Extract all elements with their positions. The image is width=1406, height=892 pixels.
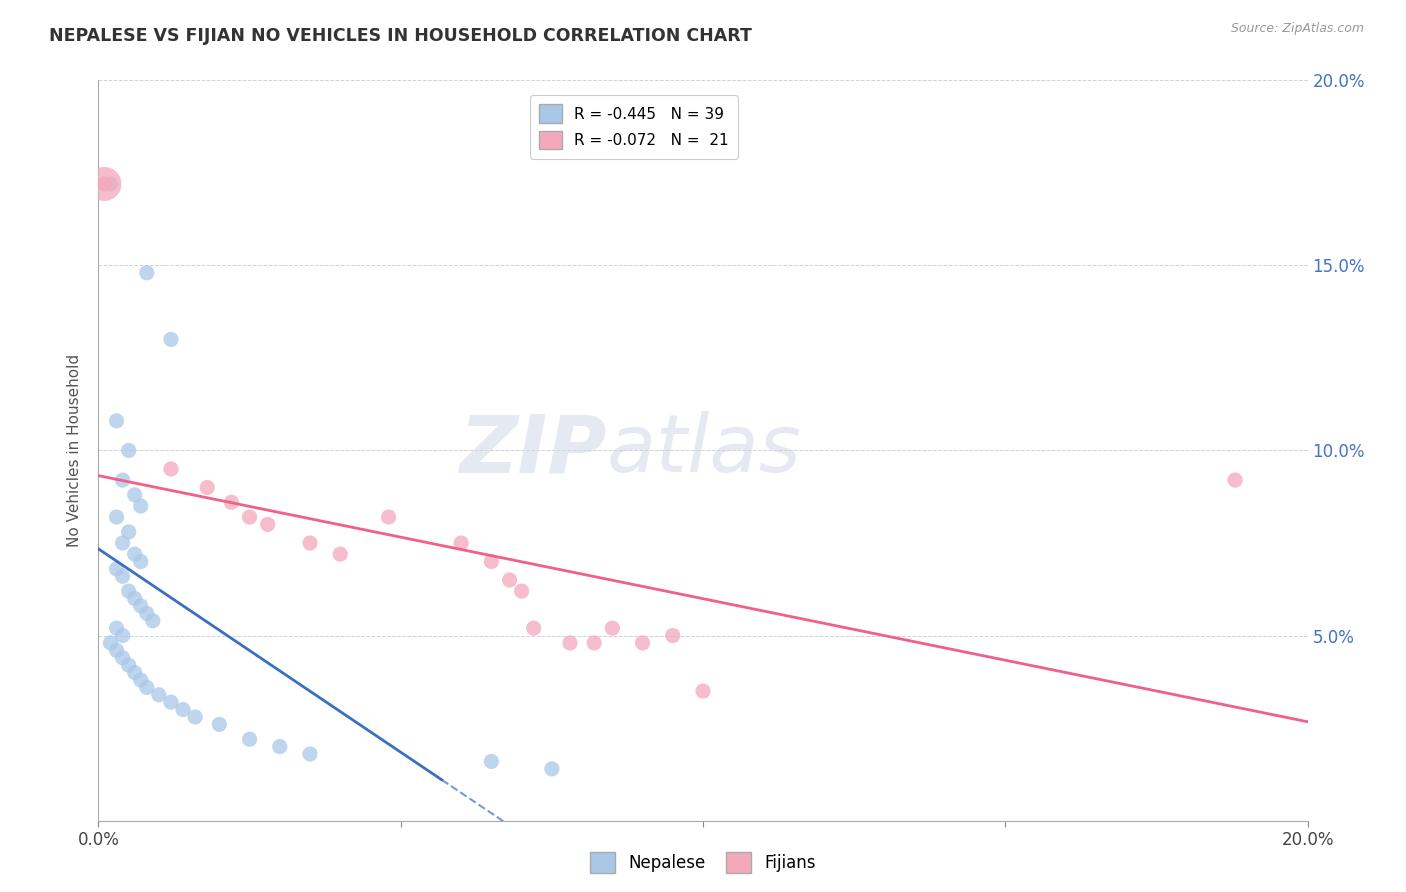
Point bbox=[160, 332, 183, 346]
Point bbox=[208, 717, 231, 731]
Point bbox=[105, 562, 128, 576]
Point bbox=[124, 591, 146, 606]
Point bbox=[105, 621, 128, 635]
Point bbox=[195, 481, 218, 495]
Y-axis label: No Vehicles in Household: No Vehicles in Household bbox=[67, 354, 83, 547]
Point bbox=[129, 599, 152, 613]
Point bbox=[118, 524, 141, 539]
Point bbox=[450, 536, 472, 550]
Point bbox=[135, 681, 157, 695]
Point bbox=[93, 177, 115, 191]
Point bbox=[100, 636, 122, 650]
Point bbox=[631, 636, 654, 650]
Point bbox=[256, 517, 278, 532]
Point bbox=[269, 739, 291, 754]
Point bbox=[124, 547, 146, 561]
Point bbox=[299, 747, 322, 761]
Point bbox=[118, 584, 141, 599]
Point bbox=[329, 547, 352, 561]
Point bbox=[299, 536, 322, 550]
Point bbox=[540, 762, 562, 776]
Point bbox=[124, 488, 146, 502]
Point bbox=[583, 636, 606, 650]
Point bbox=[1223, 473, 1246, 487]
Point bbox=[239, 510, 262, 524]
Legend: R = -0.445   N = 39, R = -0.072   N =  21: R = -0.445 N = 39, R = -0.072 N = 21 bbox=[530, 95, 738, 159]
Point bbox=[111, 473, 134, 487]
Point bbox=[510, 584, 533, 599]
Point bbox=[602, 621, 624, 635]
Point bbox=[129, 499, 152, 513]
Point bbox=[498, 573, 520, 587]
Point bbox=[692, 684, 714, 698]
Text: atlas: atlas bbox=[606, 411, 801, 490]
Point bbox=[118, 443, 141, 458]
Text: Source: ZipAtlas.com: Source: ZipAtlas.com bbox=[1230, 22, 1364, 36]
Text: ZIP: ZIP bbox=[458, 411, 606, 490]
Point bbox=[481, 554, 503, 569]
Point bbox=[111, 569, 134, 583]
Point bbox=[135, 266, 157, 280]
Point bbox=[100, 177, 122, 191]
Text: NEPALESE VS FIJIAN NO VEHICLES IN HOUSEHOLD CORRELATION CHART: NEPALESE VS FIJIAN NO VEHICLES IN HOUSEH… bbox=[49, 27, 752, 45]
Point bbox=[142, 614, 165, 628]
Point bbox=[129, 673, 152, 687]
Point bbox=[172, 703, 194, 717]
Point bbox=[105, 510, 128, 524]
Point bbox=[160, 695, 183, 709]
Point bbox=[184, 710, 207, 724]
Point bbox=[124, 665, 146, 680]
Point bbox=[239, 732, 262, 747]
Point bbox=[105, 414, 128, 428]
Point bbox=[135, 607, 157, 621]
Point bbox=[105, 643, 128, 657]
Point bbox=[377, 510, 399, 524]
Point bbox=[661, 628, 683, 642]
Legend: Nepalese, Fijians: Nepalese, Fijians bbox=[583, 846, 823, 880]
Point bbox=[111, 628, 134, 642]
Point bbox=[523, 621, 546, 635]
Point bbox=[129, 554, 152, 569]
Point bbox=[111, 536, 134, 550]
Point bbox=[160, 462, 183, 476]
Point bbox=[481, 755, 503, 769]
Point bbox=[93, 177, 115, 191]
Point bbox=[111, 650, 134, 665]
Point bbox=[558, 636, 581, 650]
Point bbox=[118, 658, 141, 673]
Point bbox=[148, 688, 170, 702]
Point bbox=[221, 495, 243, 509]
